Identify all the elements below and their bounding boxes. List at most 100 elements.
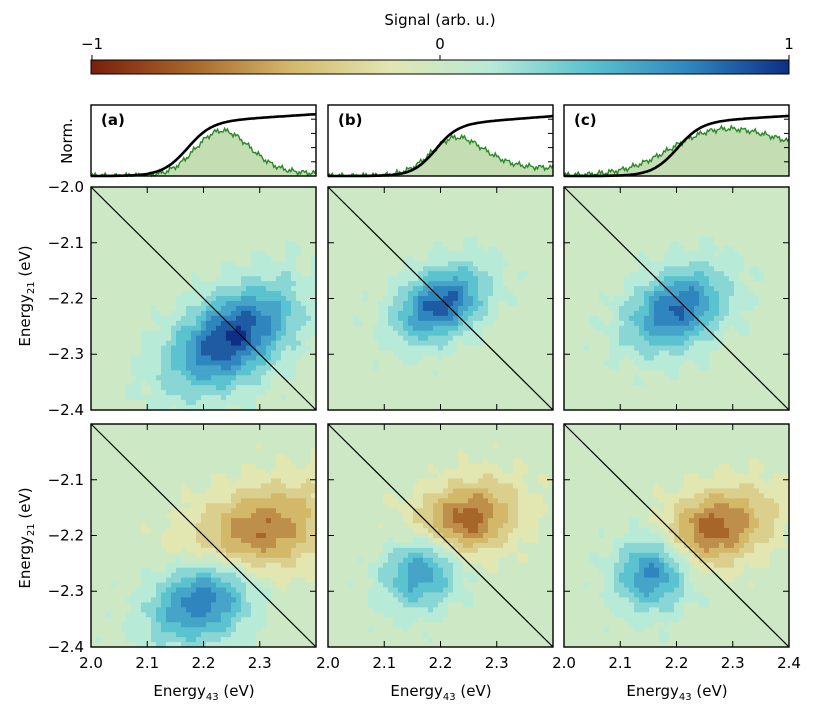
map-cell xyxy=(338,305,344,312)
map-cell xyxy=(261,395,267,401)
map-cell xyxy=(413,266,419,272)
map-cell xyxy=(358,256,364,262)
map-cell xyxy=(418,405,424,411)
map-cell xyxy=(181,350,187,357)
map-cell xyxy=(378,266,384,272)
map-cell xyxy=(306,483,312,490)
map-cell xyxy=(181,256,187,262)
map-cell xyxy=(388,335,394,342)
map-cell xyxy=(296,350,302,357)
map-cell xyxy=(291,428,297,435)
map-cell xyxy=(266,300,272,307)
map-cell xyxy=(171,597,177,603)
map-cell xyxy=(136,266,142,272)
map-cell xyxy=(256,191,262,198)
map-cell xyxy=(306,246,312,253)
map-cell xyxy=(106,276,112,282)
map-cell xyxy=(231,637,237,643)
map-cell xyxy=(171,206,177,213)
map-cell xyxy=(306,488,312,494)
map-cell xyxy=(96,300,102,307)
map-cell xyxy=(181,231,187,238)
map-cell xyxy=(146,196,152,203)
map-cell xyxy=(121,281,127,287)
map-cell xyxy=(388,211,394,218)
map-cell xyxy=(363,286,369,292)
map-cell xyxy=(141,231,147,238)
map-cell xyxy=(246,617,252,623)
map-cell xyxy=(388,330,394,337)
map-cell xyxy=(343,315,349,322)
map-cell xyxy=(91,405,97,411)
map-cell xyxy=(136,508,142,514)
map-cell xyxy=(211,528,217,534)
map-cell xyxy=(333,216,339,223)
map-cell xyxy=(286,572,292,579)
map-cell xyxy=(126,443,132,450)
map-cell xyxy=(423,231,429,238)
map-cell xyxy=(296,266,302,272)
map-cell xyxy=(116,335,122,342)
map-cell xyxy=(91,572,97,579)
map-cell xyxy=(296,221,302,228)
map-cell xyxy=(151,533,157,539)
map-cell xyxy=(166,375,172,381)
map-cell xyxy=(408,310,414,317)
map-cell xyxy=(126,498,132,504)
map-cell xyxy=(161,281,167,287)
map-cell xyxy=(286,266,292,272)
map-cell xyxy=(291,266,297,272)
map-cell xyxy=(141,607,147,613)
map-cell xyxy=(251,632,257,638)
map-cell xyxy=(301,503,307,509)
map-cell xyxy=(423,271,429,277)
map-cell xyxy=(358,261,364,267)
map-cell xyxy=(191,405,197,411)
map-cell xyxy=(301,622,307,628)
map-cell xyxy=(276,567,282,574)
map-cell xyxy=(191,637,197,643)
map-cell xyxy=(418,340,424,347)
map-cell xyxy=(388,241,394,248)
map-cell xyxy=(151,375,157,381)
map-cell xyxy=(393,300,399,307)
map-cell xyxy=(196,380,202,386)
map-cell xyxy=(91,567,97,574)
map-cell xyxy=(121,196,127,203)
map-cell xyxy=(296,424,302,430)
map-cell xyxy=(256,305,262,312)
map-cell xyxy=(131,246,137,253)
map-cell xyxy=(141,537,147,544)
map-cell xyxy=(383,246,389,253)
map-cell xyxy=(353,276,359,282)
map-cell xyxy=(91,286,97,292)
map-cell xyxy=(311,370,317,376)
map-cell xyxy=(276,231,282,238)
map-cell xyxy=(241,365,247,371)
map-cell xyxy=(266,518,272,524)
map-cell xyxy=(276,528,282,534)
map-cell xyxy=(91,587,97,594)
map-cell xyxy=(201,547,207,554)
map-cell xyxy=(206,211,212,218)
map-cell xyxy=(246,276,252,282)
map-cell xyxy=(246,478,252,485)
map-cell xyxy=(251,221,257,228)
map-cell xyxy=(296,567,302,574)
map-cell xyxy=(363,201,369,208)
map-cell xyxy=(231,493,237,499)
map-cell xyxy=(196,587,202,594)
map-cell xyxy=(111,320,117,327)
map-cell xyxy=(266,221,272,228)
map-cell xyxy=(146,310,152,317)
map-cell xyxy=(343,360,349,366)
map-cell xyxy=(136,370,142,376)
map-cell xyxy=(151,300,157,307)
map-cell xyxy=(126,335,132,342)
map-cell xyxy=(261,424,267,430)
map-cell xyxy=(296,547,302,554)
map-cell xyxy=(136,478,142,485)
map-cell xyxy=(231,533,237,539)
map-cell xyxy=(201,567,207,574)
map-cell xyxy=(136,537,142,544)
